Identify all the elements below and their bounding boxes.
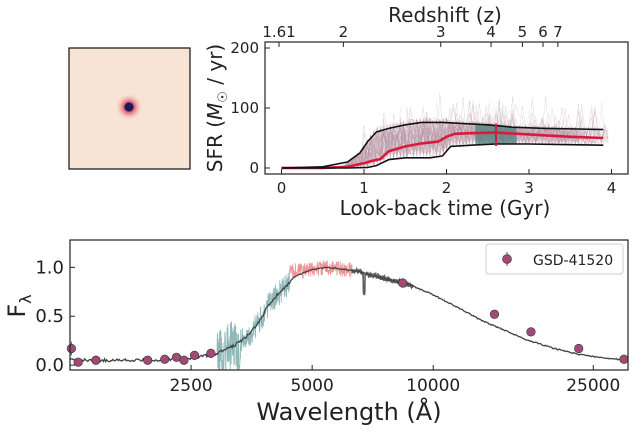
sed-y-ticks: 0.0 0.5 1.0	[35, 257, 75, 376]
photometry-point	[619, 354, 629, 364]
sfh-upper-line	[281, 121, 604, 169]
redshift-tick-label: 2	[339, 23, 349, 41]
photometry-point	[526, 327, 536, 337]
photometry-point	[179, 355, 189, 365]
cutout-frame	[68, 47, 191, 170]
sfh-series	[281, 121, 604, 170]
photometry-point	[489, 309, 500, 319]
sfh-y-axis-label: SFR (M☉ / yr)	[203, 44, 231, 173]
sfh-x-tick-label: 0	[277, 179, 287, 197]
photometry-point	[73, 357, 83, 367]
photometry-point	[574, 343, 584, 354]
sed-y-tick-label: 0.5	[35, 306, 64, 327]
spectrum-blue	[216, 270, 290, 370]
galaxy-core	[124, 102, 134, 112]
sed-x-tick-label: 2500	[169, 376, 212, 396]
photometry-point	[143, 355, 153, 365]
sfh-lower-line	[281, 143, 604, 169]
legend-box	[485, 243, 624, 275]
photometry-point	[66, 343, 76, 354]
redshift-tick-label: 5	[518, 23, 528, 41]
photometry-point	[91, 355, 101, 365]
redshift-axis-label: Redshift (z)	[388, 3, 502, 27]
sed-model	[70, 266, 628, 364]
sed-x-ticks: 2500 5000 10000 25000	[169, 365, 620, 396]
sfh-y-tick-label: 200	[230, 39, 259, 57]
sfh-posterior-traces	[281, 93, 609, 169]
sfh-panel: 0 1 2 3 4 0 100 200 1.61 2 3 4 5 6 7 Redshift (z) Lo…	[203, 3, 629, 220]
sed-x-tick-label: 25000	[566, 376, 620, 396]
photometry-point	[189, 350, 200, 360]
sed-y-tick-label: 1.0	[35, 257, 64, 278]
sfh-y-ticks: 0 100 200	[230, 39, 270, 177]
sfh-median-line	[281, 131, 604, 170]
redshift-tick-label: 6	[538, 23, 548, 41]
photometry-point	[398, 278, 408, 288]
sfh-y-tick-label: 0	[249, 159, 259, 177]
sfh-y-tick-label: 100	[230, 99, 259, 117]
sfh-x-tick-label: 3	[524, 179, 534, 197]
sed-x-tick-label: 10000	[406, 376, 460, 396]
photometry-point	[160, 354, 170, 364]
sed-axes-frame	[69, 239, 629, 371]
legend-label: GSD-41520	[533, 253, 613, 269]
sfh-axes-frame	[264, 41, 629, 175]
photometry-point	[206, 348, 216, 358]
sed-spectra	[216, 260, 414, 370]
sed-photometry	[66, 278, 629, 367]
legend-marker	[502, 254, 512, 264]
galaxy-cutout	[68, 47, 191, 170]
sed-y-tick-label: 0.0	[35, 355, 64, 376]
sfh-redshift-ticks: 1.61 2 3 4 5 6 7	[262, 23, 563, 47]
sed-panel: 2500 5000 10000 25000 0.0 0.5 1.0 Wavelength …	[3, 239, 629, 426]
sed-x-tick-label: 5000	[291, 376, 334, 396]
sed-y-axis-label: Fλ	[3, 294, 35, 317]
sfh-x-axis-label: Look-back time (Gyr)	[340, 196, 551, 220]
spectrum-red	[289, 260, 353, 280]
sed-legend: GSD-41520	[485, 243, 624, 275]
redshift-tick-label: 3	[436, 23, 446, 41]
sfh-x-ticks: 0 1 2 3 4	[277, 169, 617, 197]
redshift-tick-label: 7	[553, 23, 563, 41]
sed-x-axis-label: Wavelength (Å)	[256, 397, 441, 426]
redshift-tick-label: 1.61	[262, 23, 295, 41]
sfh-x-tick-label: 1	[359, 179, 369, 197]
sfh-x-tick-label: 4	[607, 179, 617, 197]
redshift-tick-label: 4	[486, 23, 496, 41]
sed-model-line	[70, 266, 628, 364]
sfh-x-tick-label: 2	[442, 179, 452, 197]
